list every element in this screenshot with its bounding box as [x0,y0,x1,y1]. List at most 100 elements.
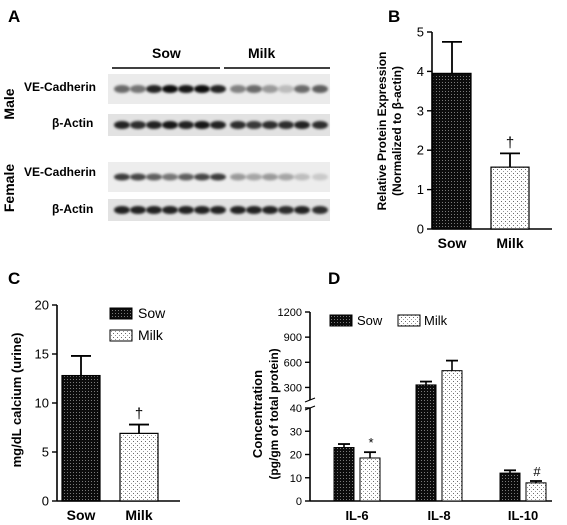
blot-band [294,85,310,93]
y-tick-label: 0 [296,496,302,508]
blot-band [262,173,278,181]
blot-band [210,121,226,129]
blot-band [178,206,194,214]
blot-band [312,173,328,181]
blot-row-label-male-beta-actin: β-Actin [52,116,93,130]
chart-d-axis-break-mark [304,397,316,403]
blot-bands-female-ve-cadherin [114,173,328,181]
chart-c-legend-label-sow: Sow [138,305,166,321]
bar [499,472,521,502]
chart-b-ylabel-line2: (Normalized to β-actin) [390,66,404,196]
chart-d-legend-label-sow: Sow [357,313,383,328]
chart-d-legend-label-milk: Milk [424,313,448,328]
chart-c-legend-swatch-sow [109,307,133,320]
blot-band [162,121,178,129]
x-tick-label: Sow [67,507,96,523]
blot-band [246,206,262,214]
blot-band [210,85,226,93]
blot-bands-male-ve-cadherin [114,85,328,93]
chart-c-legend-swatch-milk [109,329,133,342]
blot-band [294,121,310,129]
blot-band [262,85,278,93]
blot-band [162,85,178,93]
bar [490,166,530,230]
y-tick-label: 30 [290,426,302,438]
blot-band [294,173,310,181]
bar [359,457,381,502]
blot-band [130,206,146,214]
blot-band [230,206,246,214]
y-tick-label: 1200 [278,307,302,319]
blot-band [262,206,278,214]
blot-band [146,206,162,214]
blot-band [194,206,210,214]
blot-band [162,173,178,181]
x-tick-label: Milk [496,235,523,251]
chart-d-ylabel-line2: (pg/gm of total protein) [267,348,281,479]
chart-d-ylabel-line1: Concentration [250,370,265,458]
blot-group-label-sow: Sow [152,45,181,61]
y-tick-label: 15 [35,347,49,362]
blot-band [312,85,328,93]
bar [333,447,355,502]
blot-band [312,206,328,214]
blot-band [246,121,262,129]
chart-d: 0 10 20 30 40 300 600 900 1200 * IL-6 IL-8 # IL-10 C… [250,307,552,523]
y-tick-label: 40 [290,403,302,415]
blot-section-label-male: Male [1,88,17,119]
blot-band [130,173,146,181]
blot-band [114,206,130,214]
bar [432,72,472,230]
blot-band [162,206,178,214]
bar [441,370,463,502]
significance-mark: * [368,435,373,450]
y-tick-label: 300 [284,382,302,394]
blot-band [194,173,210,181]
blot-band [230,85,246,93]
y-tick-label: 900 [284,332,302,344]
bar [119,432,159,502]
blot-band [294,206,310,214]
y-tick-label: 20 [35,298,49,313]
blot-band [194,121,210,129]
y-tick-label: 600 [284,357,302,369]
panel-label-a: A [8,7,20,26]
blot-group-label-milk: Milk [248,45,275,61]
y-tick-label: 10 [35,396,49,411]
chart-c-ylabel: mg/dL calcium (urine) [9,333,24,468]
y-tick-label: 0 [42,494,49,509]
blot-band [230,173,246,181]
blot-band [210,206,226,214]
blot-band [146,173,162,181]
blot-band [278,121,294,129]
panel-label-b: B [388,7,400,26]
blot-band [262,121,278,129]
chart-b: 0 1 2 3 4 5 Sow Milk † Relative Protein Express… [375,25,552,251]
blot-band [130,85,146,93]
y-tick-label: 1 [417,182,424,197]
blot-bands-male-beta-actin [114,121,328,129]
x-tick-label: IL-8 [427,508,450,523]
chart-c-legend-label-milk: Milk [138,327,164,343]
blot-row-label-female-beta-actin: β-Actin [52,202,93,216]
western-blot-panel: Sow Milk Male Female VE-Cadherin β-Actin… [1,45,330,221]
chart-d-legend-swatch-milk [397,314,421,327]
blot-band [114,85,130,93]
x-tick-label: Sow [438,235,467,251]
blot-bands-female-beta-actin [114,206,328,214]
blot-band [278,173,294,181]
blot-band [146,85,162,93]
blot-band [230,121,246,129]
x-tick-label: Milk [125,507,152,523]
blot-band [312,121,328,129]
y-tick-label: 2 [417,143,424,158]
blot-band [278,85,294,93]
bar [525,482,547,502]
blot-band [178,85,194,93]
y-tick-label: 20 [290,450,302,462]
bar [61,374,101,502]
blot-band [178,121,194,129]
blot-band [194,85,210,93]
y-tick-label: 0 [417,222,424,237]
